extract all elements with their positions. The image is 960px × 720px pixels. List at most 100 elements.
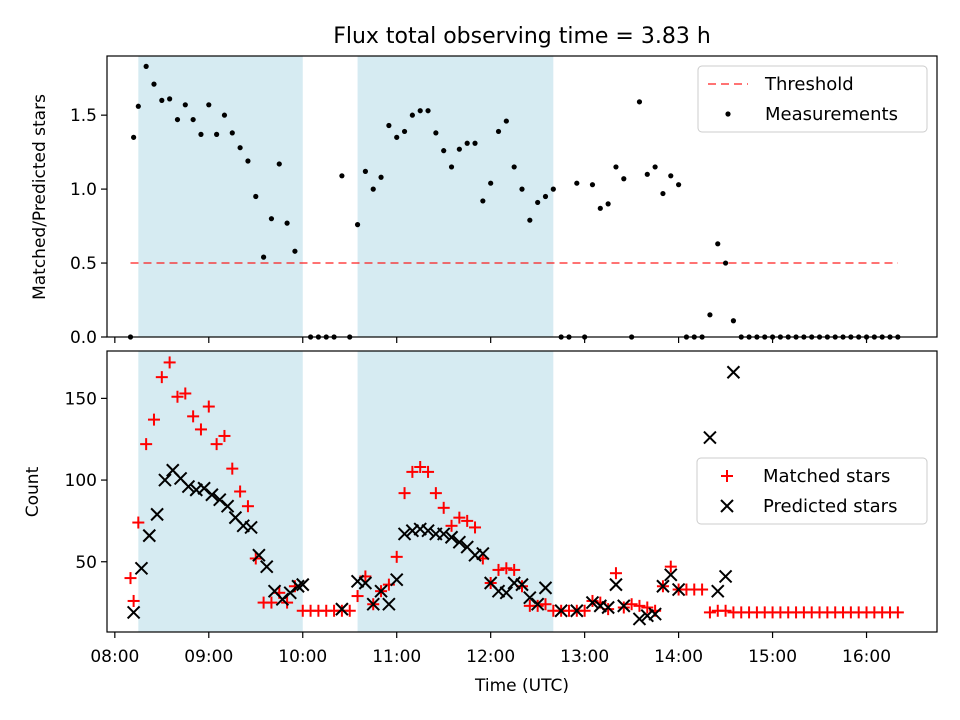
measurement-point — [221, 112, 228, 118]
matched-star-point — [422, 465, 435, 478]
matched-star-point — [633, 599, 646, 612]
measurement-point — [495, 128, 502, 135]
predicted-star-point — [189, 483, 203, 497]
matched-star-point — [390, 550, 403, 563]
predicted-star-point — [413, 522, 427, 536]
predicted-star-point — [530, 597, 545, 611]
predicted-star-point — [515, 577, 529, 592]
bottom-y-axis: 50 100 150 — [65, 389, 107, 573]
predicted-star-point — [491, 584, 506, 598]
predicted-star-point — [382, 597, 396, 611]
predicted-star-point — [452, 535, 467, 549]
x-tick-label: 08:00 — [90, 647, 139, 667]
legend-predicted-label: Predicted stars — [763, 496, 897, 517]
matched-star-point — [578, 604, 591, 617]
legend-matched-swatch — [721, 470, 733, 482]
predicted-star-point — [711, 584, 725, 598]
predicted-star-point — [142, 528, 156, 543]
matched-star-point — [539, 598, 552, 611]
matched-star-point — [179, 387, 192, 400]
measurement-point — [456, 146, 462, 152]
measurement-point — [354, 222, 361, 228]
matched-star-point — [343, 604, 356, 617]
measurement-point — [370, 186, 376, 192]
x-tick-label: 10:00 — [278, 647, 327, 667]
predicted-star-point — [609, 577, 623, 592]
measurement-point — [589, 182, 596, 188]
measurement-point — [167, 96, 173, 102]
predicted-star-point — [554, 604, 568, 618]
predicted-star-point — [585, 595, 600, 610]
measurement-point — [472, 140, 478, 146]
bottom-legend-box — [696, 457, 928, 525]
measurement-point — [198, 131, 204, 137]
measurement-point — [417, 108, 423, 114]
measurement-point — [707, 312, 713, 318]
legend-threshold-label: Threshold — [764, 74, 854, 95]
measurement-point — [425, 108, 431, 114]
measurement-point — [292, 248, 298, 254]
measurement-point — [261, 254, 267, 260]
matched-star-point — [234, 485, 247, 498]
matched-star-point — [625, 598, 638, 611]
measurement-point — [214, 131, 220, 137]
top-panel-frame — [106, 55, 938, 338]
matched-star-point — [445, 519, 458, 532]
measurement-point — [621, 176, 627, 182]
measurement-point — [143, 63, 149, 69]
x-tick-label: 15:00 — [748, 647, 797, 667]
measurement-point — [676, 182, 682, 188]
predicted-star-point — [291, 579, 305, 593]
predicted-star-point — [726, 365, 741, 379]
measurement-point — [276, 161, 282, 167]
x-axis-label: Time (UTC) — [474, 676, 569, 696]
matched-star-point — [194, 423, 207, 436]
measurement-point — [284, 220, 290, 226]
top-panel: 0.0 0.5 1.0 1.5 Matched/Predicted stars Thr… — [30, 55, 938, 348]
x-tick-label: 13:00 — [560, 647, 609, 667]
matched-star-point — [617, 601, 630, 614]
matched-star-point — [703, 606, 716, 619]
matched-star-point — [398, 487, 411, 500]
x-tick-label: 11:00 — [372, 647, 421, 667]
measurement-point — [182, 102, 188, 108]
predicted-star-point — [358, 576, 373, 590]
predicted-star-point — [126, 605, 141, 620]
predicted-star-point — [507, 576, 521, 590]
matched-star-point — [140, 438, 153, 451]
y-tick-label: 50 — [75, 553, 97, 573]
shaded-interval — [357, 56, 554, 337]
matched-star-point — [696, 583, 709, 596]
x-tick-label: 14:00 — [654, 647, 703, 667]
measurement-point — [378, 174, 384, 180]
predicted-star-point — [718, 569, 733, 584]
matched-star-point — [641, 601, 654, 614]
predicted-star-point — [436, 527, 451, 541]
predicted-stars-series — [126, 365, 741, 626]
matched-star-point — [469, 521, 482, 534]
predicted-star-point — [220, 499, 235, 513]
matched-star-point — [414, 460, 427, 473]
bottom-y-axis-label: Count — [23, 466, 43, 517]
measurement-point — [386, 122, 392, 129]
matched-star-point — [500, 562, 513, 575]
legend-matched-label: Matched stars — [763, 466, 890, 487]
predicted-star-point — [205, 488, 219, 502]
measurement-point — [535, 199, 541, 206]
bottom-panel-frame — [106, 350, 938, 633]
measurement-point — [550, 186, 556, 192]
matched-star-point — [429, 487, 442, 500]
measurement-point — [253, 193, 259, 200]
measurement-point — [464, 140, 470, 146]
matched-star-point — [147, 413, 160, 426]
y-tick-label: 100 — [65, 471, 97, 491]
predicted-star-point — [181, 479, 196, 494]
measurement-point — [488, 180, 494, 186]
measurement-point — [206, 102, 212, 108]
measurement-point — [644, 171, 650, 177]
matched-star-point — [210, 438, 223, 451]
top-legend: Threshold Measurements — [697, 65, 928, 133]
x-tick-label: 09:00 — [184, 647, 233, 667]
legend-measurements-swatch — [725, 111, 731, 117]
y-tick-label: 1.0 — [70, 180, 97, 200]
